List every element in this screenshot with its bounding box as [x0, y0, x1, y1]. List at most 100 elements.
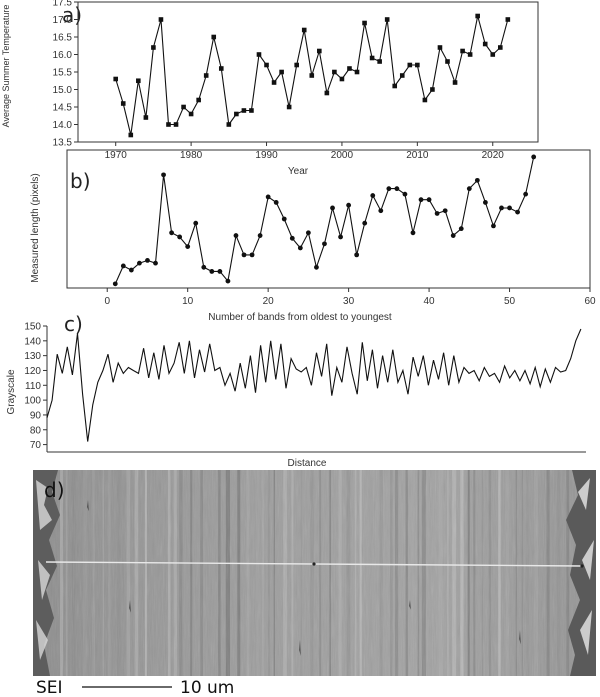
- data-point: [354, 69, 360, 75]
- data-point: [143, 115, 149, 120]
- x-tick-label: 40: [424, 296, 436, 307]
- data-point: [113, 76, 119, 82]
- data-point: [507, 205, 512, 211]
- data-point: [399, 73, 405, 78]
- data-point: [112, 281, 118, 287]
- x-tick-label: 2010: [406, 150, 429, 161]
- data-point: [128, 267, 134, 273]
- data-point: [264, 62, 269, 68]
- data-point: [384, 17, 390, 22]
- data-point: [452, 80, 458, 85]
- x-tick-label: 60: [584, 296, 596, 307]
- y-tick-label: 15.5: [53, 68, 73, 79]
- data-point: [378, 208, 384, 214]
- data-point: [217, 269, 223, 274]
- panel-a-temperature-chart: a) 1970 1980 1990 2000 2010 202013.514.014.51…: [1, 0, 539, 177]
- panel-c-ticks: 70 80 90 100 110 120 130 140 150: [24, 322, 586, 453]
- data-point: [173, 122, 179, 127]
- data-point: [491, 223, 496, 229]
- data-point: [185, 244, 191, 250]
- x-tick-label: 2000: [331, 150, 354, 161]
- right-edge-highlights: [578, 478, 594, 655]
- transect-midpoint: [312, 562, 316, 566]
- y-tick-label: 17.5: [53, 0, 73, 9]
- transect-endpoint: [580, 564, 584, 568]
- data-point: [317, 48, 322, 54]
- data-point: [392, 83, 398, 89]
- series-line: [46, 328, 582, 442]
- data-point: [332, 69, 337, 75]
- y-tick-label: 70: [30, 440, 42, 451]
- data-point: [426, 197, 432, 203]
- data-point: [460, 48, 465, 54]
- panel-a-ticks: 1970 1980 1990 2000 2010 2020 13.5 14.0 14.5 15.0…: [53, 0, 539, 161]
- data-point: [177, 234, 183, 240]
- data-point: [309, 73, 315, 78]
- panel-c-x-axis-title: Distance: [288, 458, 327, 469]
- data-point: [402, 191, 408, 197]
- data-point: [347, 66, 352, 71]
- panela-plot-frame: [77, 1, 539, 143]
- data-point: [286, 104, 292, 110]
- scale-bar-label: 10 um: [180, 678, 234, 697]
- data-point: [434, 211, 440, 216]
- data-point: [301, 27, 307, 33]
- panel-d-sem-micrograph: d) SEI 10 um: [33, 470, 596, 697]
- y-tick-label: 130: [24, 351, 41, 362]
- data-point: [136, 78, 141, 84]
- panel-a-x-axis-title: Year: [288, 166, 309, 177]
- data-point: [362, 220, 368, 226]
- y-tick-label: 17.0: [53, 15, 73, 26]
- panel-c-series: [46, 328, 582, 442]
- left-edge-highlights: [36, 480, 52, 660]
- x-tick-label: 2020: [482, 150, 505, 161]
- data-point: [128, 132, 134, 138]
- data-point: [377, 59, 382, 64]
- data-point: [450, 233, 456, 238]
- data-point: [354, 252, 360, 258]
- y-tick-label: 120: [24, 366, 41, 377]
- data-point: [437, 45, 443, 50]
- data-point: [410, 230, 416, 236]
- data-point: [158, 17, 164, 22]
- data-point: [249, 108, 254, 113]
- data-point: [249, 252, 255, 258]
- x-tick-label: 10: [182, 296, 194, 307]
- sei-detector-label: SEI: [36, 678, 63, 697]
- y-tick-label: 16.0: [53, 50, 73, 61]
- panel-a-series: [113, 13, 511, 138]
- data-point: [370, 193, 376, 198]
- data-point: [196, 97, 201, 103]
- data-point: [386, 186, 392, 192]
- data-point: [294, 62, 299, 68]
- data-point: [490, 52, 496, 57]
- y-tick-label: 100: [24, 396, 41, 407]
- data-point: [265, 194, 271, 200]
- data-point: [297, 245, 303, 251]
- x-tick-label: 20: [263, 296, 275, 307]
- panel-d-letter: d): [44, 478, 65, 502]
- data-point: [466, 186, 472, 192]
- y-tick-label: 16.5: [53, 33, 73, 44]
- data-point: [203, 73, 209, 78]
- data-point: [137, 260, 142, 266]
- data-point: [467, 52, 473, 57]
- data-point: [499, 205, 504, 211]
- data-point: [338, 234, 343, 240]
- panel-b-y-axis-title: Measured length (pixels): [30, 173, 41, 283]
- data-point: [257, 233, 263, 238]
- panel-b-ticks: 0 10 20 30 40 50 60: [66, 149, 596, 307]
- y-tick-label: 15.0: [53, 85, 73, 96]
- data-point: [523, 191, 529, 197]
- data-point: [279, 69, 284, 75]
- y-tick-label: 110: [25, 381, 41, 392]
- data-point: [234, 111, 239, 117]
- data-point: [211, 34, 217, 40]
- data-point: [322, 241, 327, 247]
- panel-b-x-axis-title: Number of bands from oldest to youngest: [208, 312, 392, 323]
- micrograph-texture: [33, 470, 596, 676]
- y-tick-label: 14.0: [53, 120, 73, 131]
- data-point: [339, 76, 345, 82]
- data-point: [515, 209, 520, 215]
